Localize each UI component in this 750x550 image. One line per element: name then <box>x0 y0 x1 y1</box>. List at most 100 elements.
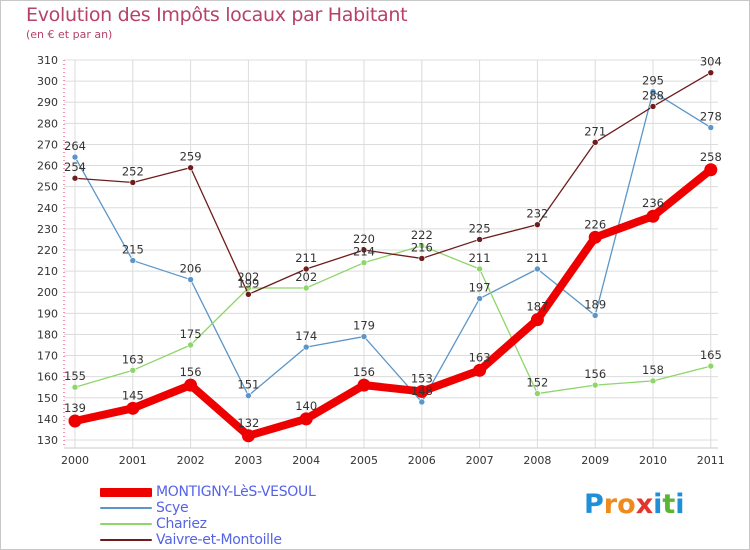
data-label: 155 <box>64 369 86 383</box>
data-label: 252 <box>122 164 144 178</box>
y-tick-label: 210 <box>37 265 58 278</box>
data-label: 152 <box>526 376 548 390</box>
data-point <box>534 390 541 397</box>
data-point <box>418 242 426 250</box>
data-point <box>476 265 483 273</box>
data-label: 259 <box>180 150 202 164</box>
data-point <box>187 276 194 283</box>
legend-swatch <box>100 539 152 541</box>
logo-letter: t <box>662 489 676 520</box>
data-point <box>126 401 140 415</box>
data-point <box>707 124 715 131</box>
x-tick-label: 2011 <box>697 454 725 467</box>
chart-legend: MONTIGNY-LèS-VESOUL Scye Chariez Vaivre-et-… <box>100 484 430 548</box>
data-label: 214 <box>353 245 375 259</box>
data-label: 156 <box>353 365 375 379</box>
y-tick-label: 150 <box>37 392 58 405</box>
data-point <box>591 139 599 146</box>
y-tick-label: 220 <box>37 244 58 257</box>
data-point <box>71 174 79 182</box>
legend-item: MONTIGNY-LèS-VESOUL <box>100 484 430 500</box>
data-point <box>646 209 660 223</box>
data-label: 148 <box>411 384 433 398</box>
y-tick-label: 190 <box>37 307 58 320</box>
data-point <box>649 103 657 110</box>
data-point <box>302 343 310 351</box>
data-point <box>418 255 426 262</box>
legend-label: MONTIGNY-LèS-VESOUL <box>156 484 316 500</box>
y-tick-label: 300 <box>37 75 58 88</box>
y-tick-label: 280 <box>37 117 58 130</box>
data-point <box>649 377 657 385</box>
series-vaivre-et-montoille <box>71 69 715 298</box>
data-label: 174 <box>295 329 317 343</box>
x-tick-label: 2003 <box>234 454 262 467</box>
data-label: 236 <box>642 196 664 210</box>
legend-swatch <box>100 523 152 525</box>
y-tick-label: 200 <box>37 286 58 299</box>
logo-letter: P <box>584 489 604 520</box>
data-point <box>707 362 715 370</box>
y-tick-label: 260 <box>37 160 58 173</box>
data-point <box>187 341 194 349</box>
data-point <box>591 312 599 319</box>
data-label: 202 <box>295 270 317 284</box>
data-label: 158 <box>642 363 664 377</box>
data-label: 179 <box>353 319 375 333</box>
data-point <box>534 221 541 228</box>
data-label: 156 <box>180 365 202 379</box>
legend-label: Scye <box>156 500 189 516</box>
data-point <box>245 392 252 399</box>
data-point <box>245 291 252 298</box>
data-point <box>299 412 313 426</box>
data-label: 211 <box>526 251 548 265</box>
data-label: 132 <box>237 416 259 430</box>
data-point <box>184 378 198 392</box>
data-point <box>357 378 371 392</box>
data-label: 156 <box>584 367 606 381</box>
data-label: 225 <box>469 221 491 235</box>
data-point <box>360 246 368 254</box>
data-label: 288 <box>642 88 664 102</box>
data-point <box>129 179 137 186</box>
y-tick-label: 250 <box>37 181 58 194</box>
data-label: 295 <box>642 74 664 88</box>
data-label: 151 <box>237 378 259 392</box>
logo-letter: i <box>675 489 685 520</box>
data-point <box>302 284 310 292</box>
series-line <box>74 91 712 403</box>
data-point <box>68 414 82 428</box>
data-point <box>476 236 483 243</box>
data-label: 206 <box>180 262 202 276</box>
data-point <box>302 265 310 273</box>
series-scye <box>71 88 715 406</box>
y-tick-label: 310 <box>37 54 58 67</box>
data-point <box>71 383 79 391</box>
y-tick-label: 240 <box>37 202 58 215</box>
x-tick-label: 2004 <box>292 454 320 467</box>
legend-swatch <box>100 507 152 509</box>
data-point <box>129 257 137 264</box>
x-tick-label: 2009 <box>581 454 609 467</box>
y-tick-label: 160 <box>37 371 58 384</box>
x-tick-label: 2010 <box>639 454 667 467</box>
data-label: 232 <box>526 207 548 221</box>
chart-title: Evolution des Impôts locaux par Habitant <box>26 4 408 26</box>
y-tick-label: 180 <box>37 328 58 341</box>
x-tick-label: 2007 <box>466 454 494 467</box>
data-label: 165 <box>700 348 722 362</box>
logo-letter: i <box>653 489 663 520</box>
data-point <box>530 313 544 327</box>
legend-item: Chariez <box>100 516 430 532</box>
data-label: 211 <box>295 251 317 265</box>
y-tick-label: 130 <box>37 434 58 447</box>
y-tick-label: 170 <box>37 350 58 363</box>
y-tick-label: 140 <box>37 413 58 426</box>
x-tick-label: 2005 <box>350 454 378 467</box>
series-line <box>74 72 712 295</box>
data-point <box>591 381 599 389</box>
data-label: 220 <box>353 232 375 246</box>
y-tick-label: 270 <box>37 138 58 151</box>
data-point <box>473 363 487 377</box>
